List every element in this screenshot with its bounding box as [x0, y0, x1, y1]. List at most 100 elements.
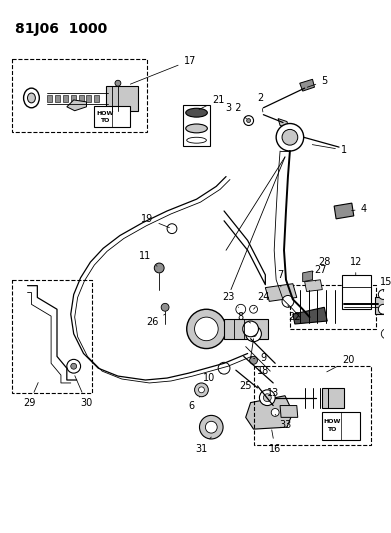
Ellipse shape — [378, 304, 388, 314]
Bar — [253, 366, 371, 445]
Text: 18: 18 — [257, 366, 269, 376]
Text: TO: TO — [100, 118, 110, 123]
Text: 11: 11 — [139, 251, 157, 266]
Text: 16: 16 — [269, 430, 281, 454]
Ellipse shape — [115, 80, 121, 86]
Polygon shape — [280, 406, 298, 417]
Ellipse shape — [187, 138, 206, 143]
Text: 4: 4 — [352, 204, 367, 214]
Ellipse shape — [167, 224, 177, 233]
Polygon shape — [278, 119, 289, 128]
Text: 23: 23 — [222, 293, 239, 308]
Text: 31: 31 — [196, 437, 211, 454]
Ellipse shape — [282, 295, 294, 308]
Text: 15: 15 — [380, 277, 391, 292]
Ellipse shape — [247, 119, 251, 123]
Ellipse shape — [282, 130, 298, 145]
Ellipse shape — [195, 383, 208, 397]
Text: 3 2: 3 2 — [226, 103, 247, 119]
Text: 21: 21 — [199, 95, 224, 109]
Ellipse shape — [276, 124, 304, 151]
Bar — [342, 275, 371, 309]
Text: HOW: HOW — [97, 111, 114, 116]
Text: 28: 28 — [313, 257, 330, 272]
Text: 13: 13 — [267, 388, 279, 398]
Polygon shape — [303, 271, 312, 282]
Text: 9: 9 — [253, 353, 266, 364]
Bar — [322, 388, 344, 408]
Bar — [12, 280, 92, 393]
Text: 24: 24 — [253, 293, 269, 309]
Ellipse shape — [186, 124, 207, 133]
Ellipse shape — [27, 93, 35, 103]
Polygon shape — [63, 95, 68, 102]
Bar — [12, 59, 147, 132]
Ellipse shape — [381, 329, 391, 339]
Ellipse shape — [199, 415, 223, 439]
Text: 7: 7 — [277, 270, 283, 287]
Bar — [94, 106, 130, 127]
Text: 81J06  1000: 81J06 1000 — [15, 22, 107, 36]
Text: 25: 25 — [239, 381, 252, 391]
Ellipse shape — [244, 116, 253, 125]
Ellipse shape — [264, 394, 271, 402]
Text: 6: 6 — [188, 397, 199, 410]
Text: 30: 30 — [75, 376, 93, 408]
Ellipse shape — [249, 357, 258, 364]
Text: 29: 29 — [23, 383, 38, 408]
Text: 1: 1 — [312, 144, 347, 155]
Text: 8: 8 — [238, 312, 251, 323]
Text: 33: 33 — [275, 414, 291, 430]
Polygon shape — [305, 280, 322, 292]
Ellipse shape — [218, 362, 230, 374]
Polygon shape — [246, 395, 293, 429]
Bar — [224, 319, 268, 339]
Ellipse shape — [23, 88, 39, 108]
Polygon shape — [94, 95, 99, 102]
Text: HOW: HOW — [323, 419, 341, 424]
Text: 12: 12 — [350, 257, 362, 275]
Ellipse shape — [271, 408, 279, 416]
Polygon shape — [265, 284, 297, 301]
Bar — [183, 105, 210, 146]
Text: 26: 26 — [146, 314, 165, 327]
Ellipse shape — [378, 289, 388, 300]
Bar — [290, 285, 377, 329]
Text: 27: 27 — [314, 265, 326, 281]
Ellipse shape — [243, 321, 258, 337]
Ellipse shape — [67, 359, 81, 373]
Text: 20: 20 — [327, 356, 355, 372]
Text: 17: 17 — [130, 55, 196, 84]
Polygon shape — [79, 95, 84, 102]
Ellipse shape — [205, 421, 217, 433]
Text: 14: 14 — [0, 532, 1, 533]
Polygon shape — [86, 95, 91, 102]
Ellipse shape — [251, 331, 256, 337]
Polygon shape — [47, 95, 52, 102]
Ellipse shape — [249, 305, 258, 313]
Ellipse shape — [236, 304, 246, 314]
Text: TO: TO — [328, 426, 337, 432]
Text: 19: 19 — [141, 214, 169, 228]
Text: 10: 10 — [203, 373, 221, 383]
Ellipse shape — [161, 303, 169, 311]
Ellipse shape — [187, 309, 226, 349]
Ellipse shape — [186, 108, 207, 117]
Text: 5: 5 — [307, 76, 327, 87]
Ellipse shape — [71, 364, 77, 369]
Bar — [322, 413, 360, 440]
Text: 2: 2 — [257, 93, 264, 112]
Ellipse shape — [195, 317, 218, 341]
Polygon shape — [300, 79, 314, 91]
Bar — [106, 86, 138, 111]
Polygon shape — [55, 95, 60, 102]
Ellipse shape — [199, 387, 204, 393]
Polygon shape — [67, 100, 86, 111]
Bar — [375, 297, 385, 314]
Polygon shape — [334, 203, 354, 219]
Ellipse shape — [246, 326, 262, 342]
Text: 22: 22 — [288, 305, 301, 322]
Ellipse shape — [260, 390, 275, 406]
Polygon shape — [293, 308, 327, 324]
Ellipse shape — [154, 263, 164, 273]
